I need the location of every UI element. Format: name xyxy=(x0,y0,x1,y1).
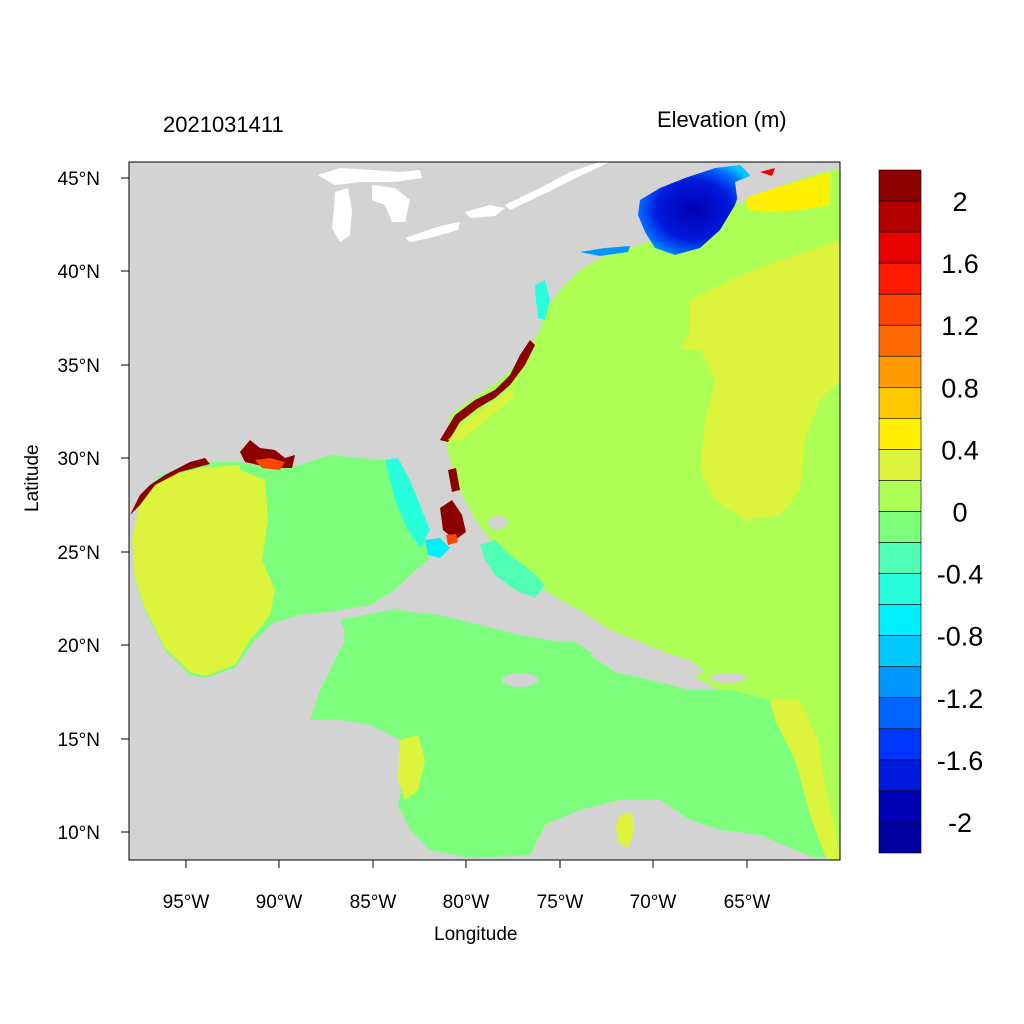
lake-erie xyxy=(405,222,460,242)
fundy-surge xyxy=(760,168,775,176)
puerto-rico-land xyxy=(710,673,746,683)
x-tick-label: 85°W xyxy=(350,892,397,913)
x-tick-label: 80°W xyxy=(443,892,490,913)
colorbar-label: 0.4 xyxy=(941,435,979,465)
bahamas-islands xyxy=(487,515,508,530)
honduras-coast-high xyxy=(398,735,425,800)
colorbar-swatch xyxy=(878,418,922,450)
hispaniola-land xyxy=(590,648,705,680)
colorbar-label: -0.4 xyxy=(937,560,984,590)
colorbar-swatch xyxy=(878,231,922,264)
colorbar-swatch xyxy=(878,293,922,326)
colorbar-swatch xyxy=(878,449,922,481)
gulf-of-maine-low xyxy=(638,165,750,255)
long-island-low xyxy=(580,246,630,256)
sw-florida-surge-2 xyxy=(446,534,458,545)
caribbean-sea xyxy=(310,610,840,860)
y-tick-label: 10°N xyxy=(58,823,100,844)
x-tick-label: 70°W xyxy=(630,892,677,913)
colorbar-swatch xyxy=(878,635,922,668)
lake-huron xyxy=(372,185,410,222)
x-tick-labels: 95°W 90°W 85°W 80°W 75°W 70°W 65°W xyxy=(163,892,771,913)
colorbar-swatch xyxy=(878,200,922,233)
texas-coast-surge xyxy=(130,458,210,515)
colorbar-swatch xyxy=(878,324,922,357)
x-tick-label: 75°W xyxy=(537,892,584,913)
lake-maracaibo xyxy=(616,812,634,848)
florida-bay-low xyxy=(425,538,450,558)
lake-michigan xyxy=(332,188,352,242)
x-axis-label: Longitude xyxy=(434,924,518,945)
colorbar-swatch xyxy=(878,262,922,295)
lake-ontario xyxy=(465,205,505,218)
colorbar-swatch xyxy=(878,697,922,730)
lesser-antilles-shelf xyxy=(770,700,840,860)
colorbar-swatch xyxy=(878,480,922,512)
colorbar-swatch xyxy=(878,511,922,543)
y-tick-label: 30°N xyxy=(58,449,100,470)
colorbar-label: 1.2 xyxy=(941,311,979,341)
cuba-land xyxy=(385,588,580,642)
colorbar-swatch xyxy=(878,573,922,605)
colorbar-swatch xyxy=(878,821,922,854)
colorbar-labels: 2 1.6 1.2 0.8 0.4 0 -0.4 -0.8 -1.2 -1.6 -2 xyxy=(937,187,984,838)
y-tick-labels: 45°N 40°N 35°N 30°N 25°N 20°N 15°N 10°N xyxy=(58,169,100,844)
colorbar-swatch xyxy=(878,759,922,792)
colorbar-swatch xyxy=(878,790,922,823)
western-gulf xyxy=(132,468,275,676)
colorbar-swatch xyxy=(878,355,922,388)
louisiana-surge-orange xyxy=(255,458,285,470)
colorbar-label: 1.6 xyxy=(941,249,979,279)
map-panel xyxy=(129,162,840,860)
colorbar-swatch xyxy=(878,666,922,699)
yucatan-land xyxy=(205,612,345,720)
colorbar-swatch xyxy=(878,387,922,419)
colorbar-label: 2 xyxy=(952,187,967,217)
y-tick-label: 15°N xyxy=(58,730,100,751)
colorbar-label: 0 xyxy=(952,498,967,528)
colorbar-swatch xyxy=(878,169,922,202)
colorbar-swatch xyxy=(878,728,922,761)
colorbar xyxy=(878,169,922,854)
colorbar-label: -0.8 xyxy=(937,622,984,652)
x-tick-label: 65°W xyxy=(724,892,771,913)
chesapeake-low xyxy=(535,280,550,320)
y-tick-label: 40°N xyxy=(58,262,100,283)
jamaica-land xyxy=(502,673,538,687)
colorbar-label: -1.6 xyxy=(937,746,984,776)
y-tick-label: 20°N xyxy=(58,636,100,657)
colorbar-label: -1.2 xyxy=(937,684,984,714)
central-america-land xyxy=(129,705,430,860)
bahamas-banks xyxy=(480,540,545,598)
sw-florida-surge xyxy=(440,500,466,540)
map-frame xyxy=(128,161,841,861)
colorbar-label: -2 xyxy=(948,808,972,838)
lake-superior xyxy=(318,168,422,185)
y-axis xyxy=(121,177,129,833)
scotian-shelf-high xyxy=(745,172,830,212)
texas-coast-yellow xyxy=(140,465,240,512)
colorbar-label: 0.8 xyxy=(941,373,979,403)
st-lawrence xyxy=(505,162,610,210)
variable-title: Elevation (m) xyxy=(657,107,787,132)
x-axis xyxy=(185,860,748,868)
y-tick-label: 35°N xyxy=(58,356,100,377)
east-florida-surge xyxy=(448,468,460,492)
colorbar-swatch xyxy=(878,604,922,636)
south-america-land xyxy=(530,800,820,860)
florida-west-coast-low xyxy=(385,458,430,548)
date-code-title: 2021031411 xyxy=(163,112,284,137)
colorbar-swatch xyxy=(878,542,922,574)
x-tick-label: 95°W xyxy=(163,892,210,913)
y-tick-label: 45°N xyxy=(58,169,100,190)
x-tick-label: 90°W xyxy=(256,892,303,913)
mid-atlantic-band xyxy=(680,240,840,520)
y-tick-label: 25°N xyxy=(58,543,100,564)
carolina-coast-yellow xyxy=(448,388,515,440)
carolina-coast-surge xyxy=(440,340,535,442)
